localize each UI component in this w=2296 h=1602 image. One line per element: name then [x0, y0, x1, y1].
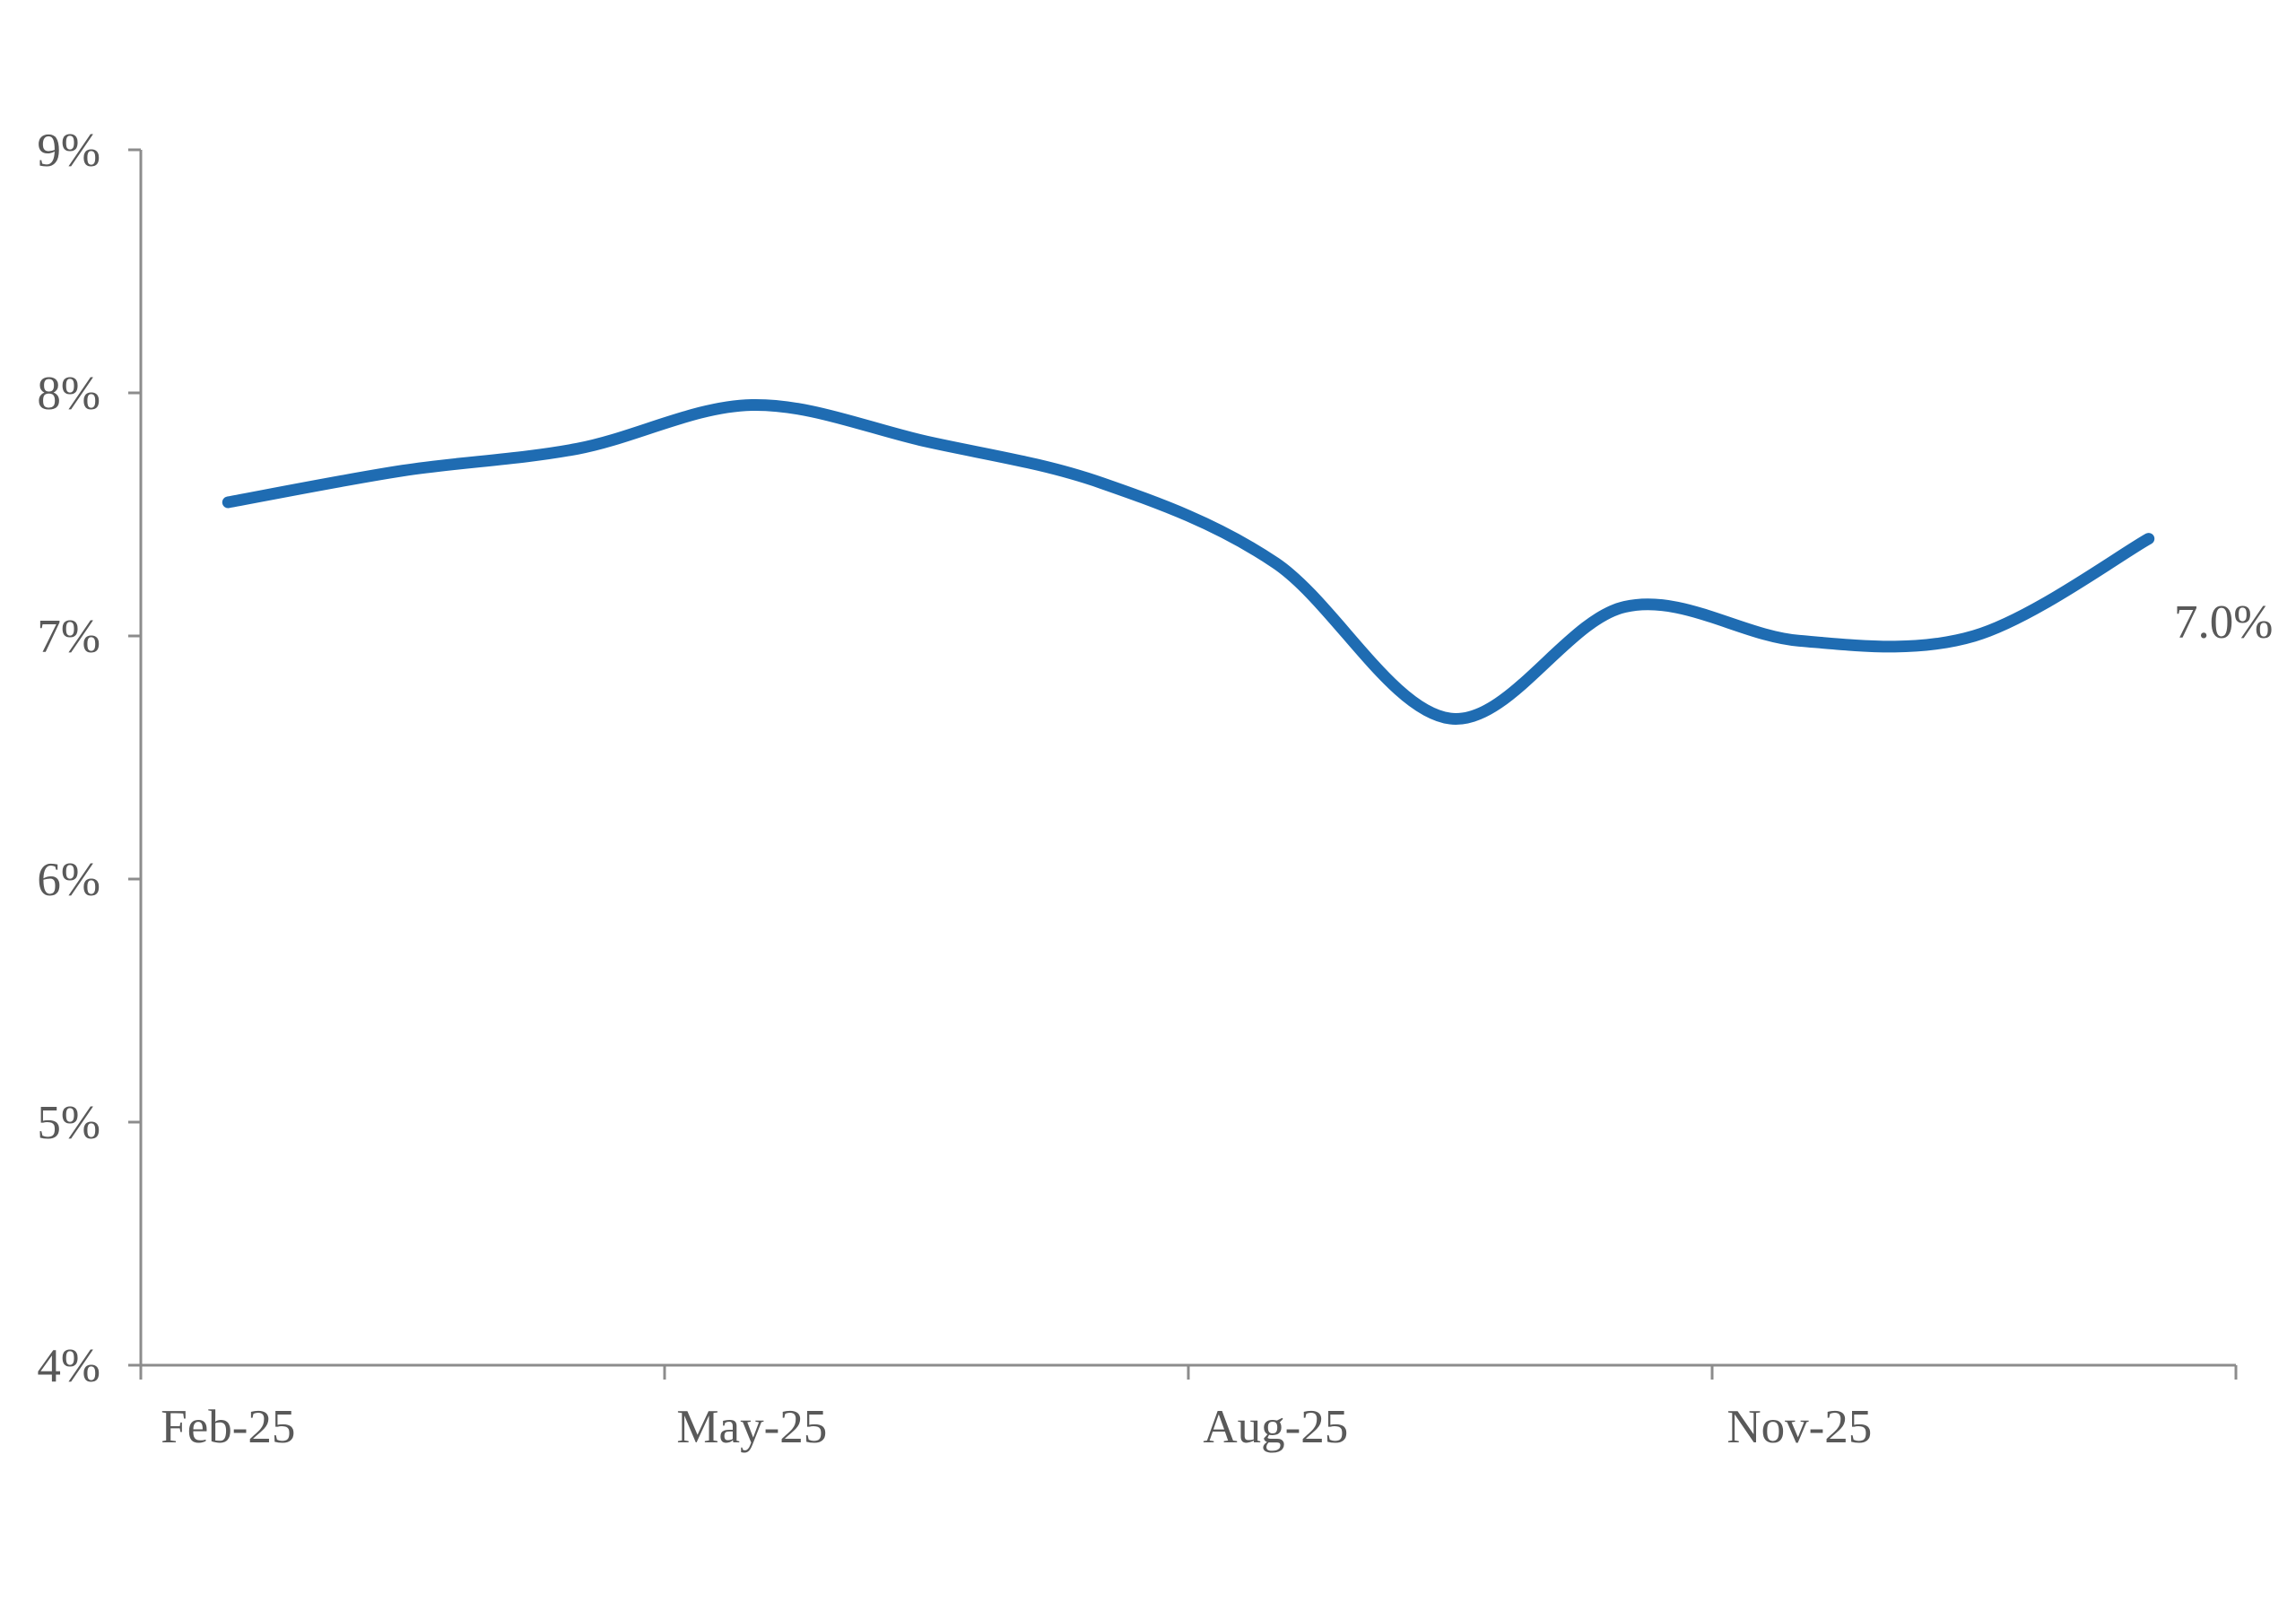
x-axis-tick-label: Nov-25 — [1726, 1401, 1872, 1453]
latest-value-label: 7.0% — [2174, 596, 2274, 649]
x-axis-tick-label: May-25 — [676, 1401, 827, 1453]
y-axis-tick-label: 4% — [37, 1340, 100, 1392]
data-series-line — [222, 398, 2155, 725]
x-axis-tick-label: Feb-25 — [161, 1401, 295, 1453]
y-axis-tick-label: 6% — [37, 854, 100, 906]
y-axis-tick-label: 8% — [37, 368, 100, 420]
y-axis-tick-label: 5% — [37, 1097, 100, 1149]
y-axis-tick-label: 7% — [37, 611, 100, 663]
x-axis-tick-label: Aug-25 — [1203, 1401, 1348, 1453]
y-axis-tick-label: 9% — [37, 125, 100, 177]
